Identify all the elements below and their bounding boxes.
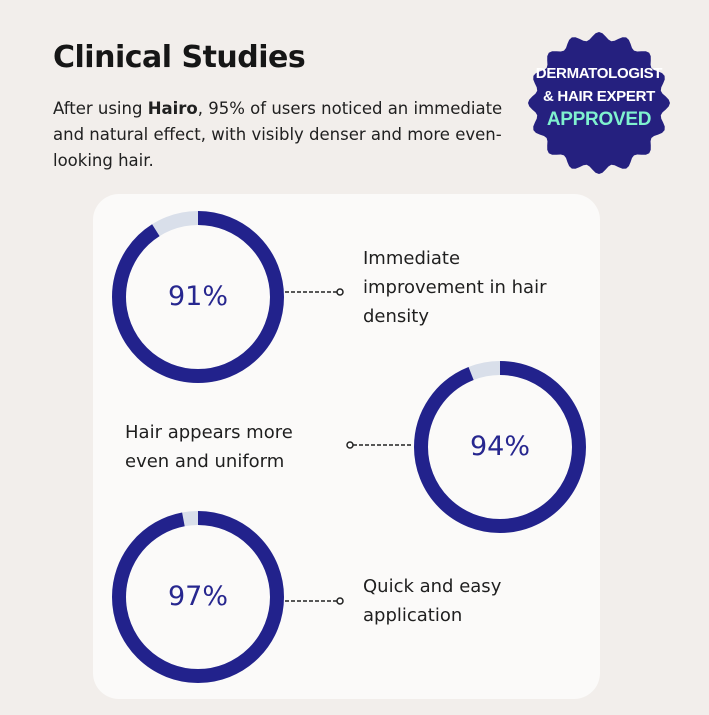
stat-label-3: Quick and easy application bbox=[363, 576, 502, 626]
page-title: Clinical Studies bbox=[53, 40, 306, 75]
stat-percent-3: 97% bbox=[167, 581, 228, 612]
badge-approved: APPROVED bbox=[546, 109, 652, 130]
brand-name: Hairo bbox=[147, 99, 198, 118]
stat-ring-1: 91% bbox=[110, 209, 286, 385]
badge-line-2: & HAIR EXPERT bbox=[543, 88, 655, 105]
stat-percent-1: 91% bbox=[167, 281, 228, 312]
badge-seal-shape bbox=[528, 32, 670, 174]
stat-percent-2: 94% bbox=[469, 431, 530, 462]
stat-ring-3: 97% bbox=[110, 509, 286, 685]
ring-progress bbox=[112, 511, 284, 683]
connector-dot-icon bbox=[346, 441, 354, 449]
ring-progress bbox=[414, 361, 586, 533]
approval-badge: DERMATOLOGIST & HAIR EXPERT APPROVED bbox=[522, 32, 676, 174]
stat-label-1: Immediate improvement in hair density bbox=[363, 248, 547, 327]
stat-ring-2: 94% bbox=[412, 359, 588, 535]
stat-label-2: Hair appears more even and uniform bbox=[125, 422, 293, 472]
intro-paragraph: After using Hairo, 95% of users noticed … bbox=[53, 96, 503, 174]
intro-text-start: After using bbox=[53, 99, 148, 118]
intro-text-end: , 95% of users noticed an immediate and … bbox=[53, 99, 503, 170]
badge-line-1: DERMATOLOGIST bbox=[535, 65, 663, 82]
ring-progress bbox=[112, 211, 284, 383]
connector-dot-icon bbox=[336, 597, 344, 605]
stats-card: 91% Immediate improvement in hair densit… bbox=[93, 194, 600, 699]
connector-line-1 bbox=[285, 288, 344, 296]
connector-line-3 bbox=[285, 597, 344, 605]
connector-line-2 bbox=[346, 441, 412, 449]
connector-dot-icon bbox=[336, 288, 344, 296]
